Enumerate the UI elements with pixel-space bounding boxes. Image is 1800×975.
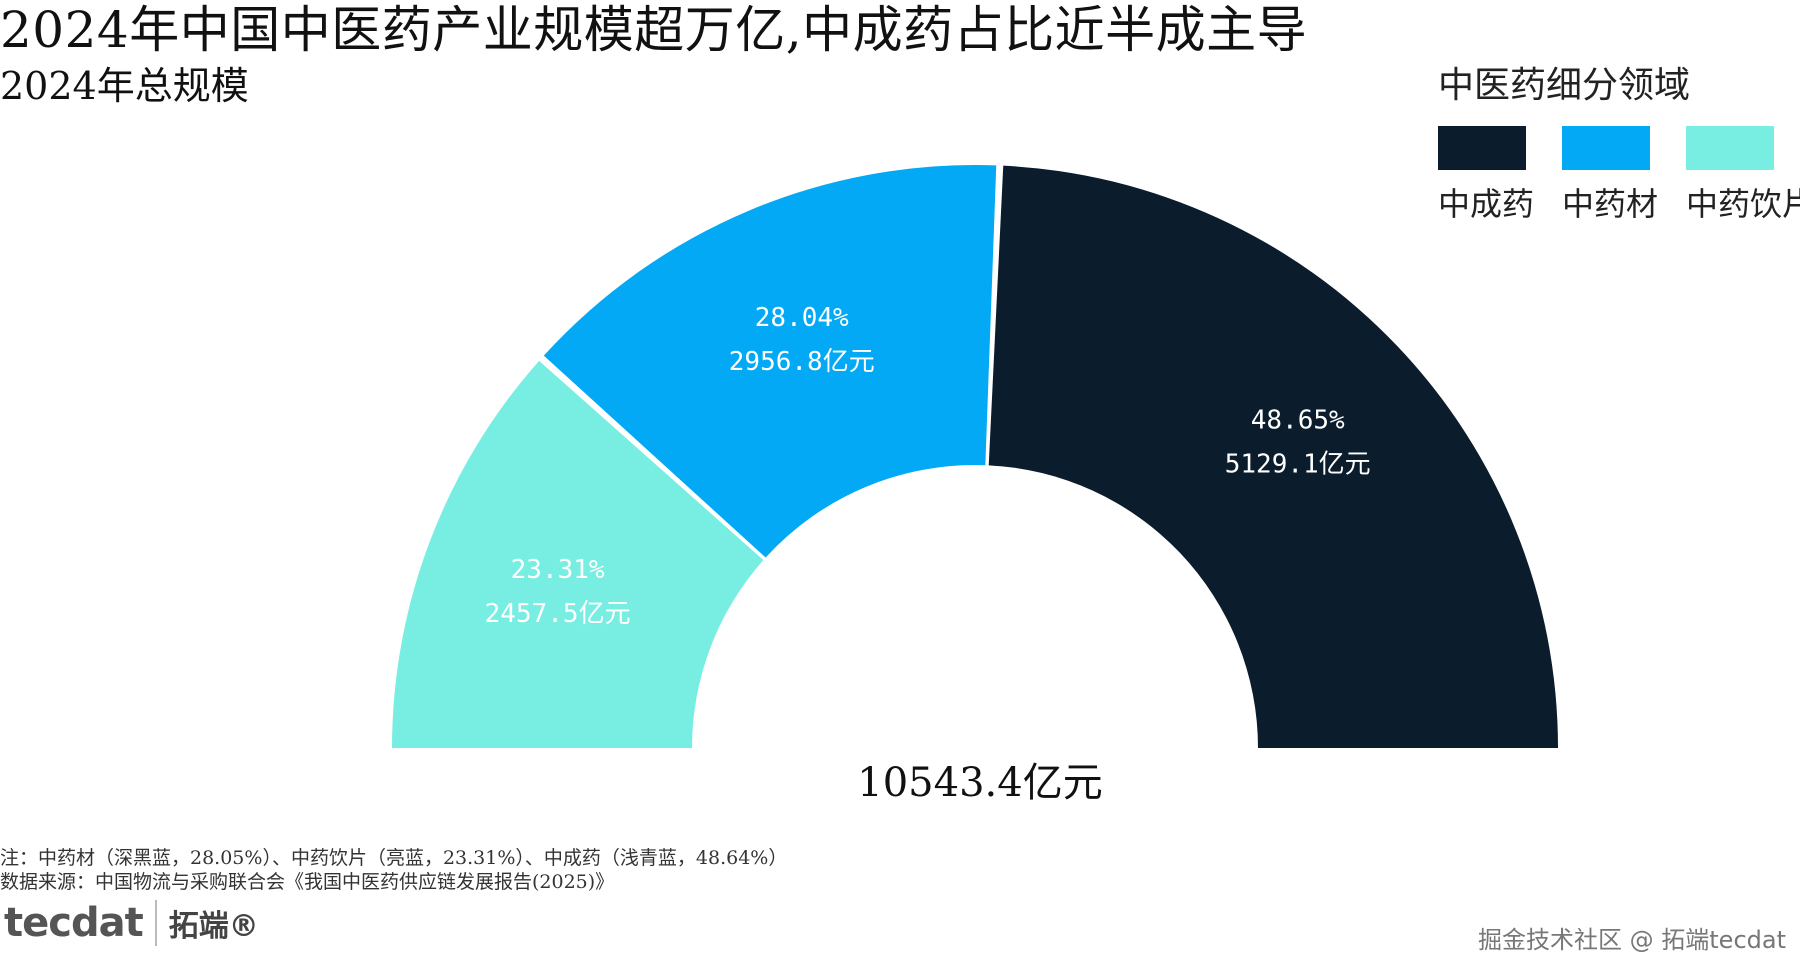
slice-value-label-0: 2457.5亿元 <box>485 599 631 629</box>
slice-2 <box>988 165 1558 748</box>
slice-value-label-2: 5129.1亿元 <box>1225 450 1371 480</box>
slice-1 <box>543 165 997 558</box>
legend-swatch-zhongyaocai <box>1562 126 1651 170</box>
legend-label-zhongyaoyinpian: 中药饮片 <box>1686 185 1800 223</box>
chart-subtitle: 2024年总规模 <box>0 64 249 108</box>
legend-item-zhongchengyao: 中成药 <box>1438 126 1534 224</box>
tecdat-logo: tecdat <box>4 900 144 946</box>
watermark: 掘金技术社区 @ 拓端tecdat <box>1478 926 1786 954</box>
legend: 中医药细分领域 中成药 中药材 中药饮片 <box>1438 64 1800 224</box>
slice-percent-label-0: 23.31% <box>511 555 605 585</box>
legend-swatch-zhongchengyao <box>1438 126 1526 170</box>
legend-item-zhongyaocai: 中药材 <box>1562 126 1658 224</box>
chart-title: 2024年中国中医药产业规模超万亿,中成药占比近半成主导 <box>0 1 1308 59</box>
footnote-source: 数据来源：中国物流与采购联合会《我国中医药供应链发展报告(2025)》 <box>0 871 615 893</box>
legend-item-zhongyaoyinpian: 中药饮片 <box>1686 126 1800 224</box>
footnote-note: 注：中药材（深黑蓝，28.05%）、中药饮片（亮蓝，23.31%）、中成药（浅青… <box>0 847 788 869</box>
slice-0 <box>392 360 764 748</box>
legend-swatch-zhongyaoyinpian <box>1686 126 1775 170</box>
total-value: 10543.4亿元 <box>857 760 1103 806</box>
brand: tecdat 拓端® <box>4 900 259 946</box>
brand-divider <box>154 900 157 946</box>
footnotes: 注：中药材（深黑蓝，28.05%）、中药饮片（亮蓝，23.31%）、中成药（浅青… <box>0 846 787 894</box>
brand-name: 拓端® <box>168 909 259 944</box>
slice-percent-label-2: 48.65% <box>1251 406 1345 436</box>
slice-value-label-1: 2956.8亿元 <box>729 347 875 377</box>
legend-label-zhongchengyao: 中成药 <box>1438 185 1535 223</box>
legend-items: 中成药 中药材 中药饮片 <box>1438 126 1800 224</box>
legend-label-zhongyaocai: 中药材 <box>1562 185 1659 223</box>
slice-percent-label-1: 28.04% <box>755 303 849 333</box>
legend-title: 中医药细分领域 <box>1438 65 1691 106</box>
